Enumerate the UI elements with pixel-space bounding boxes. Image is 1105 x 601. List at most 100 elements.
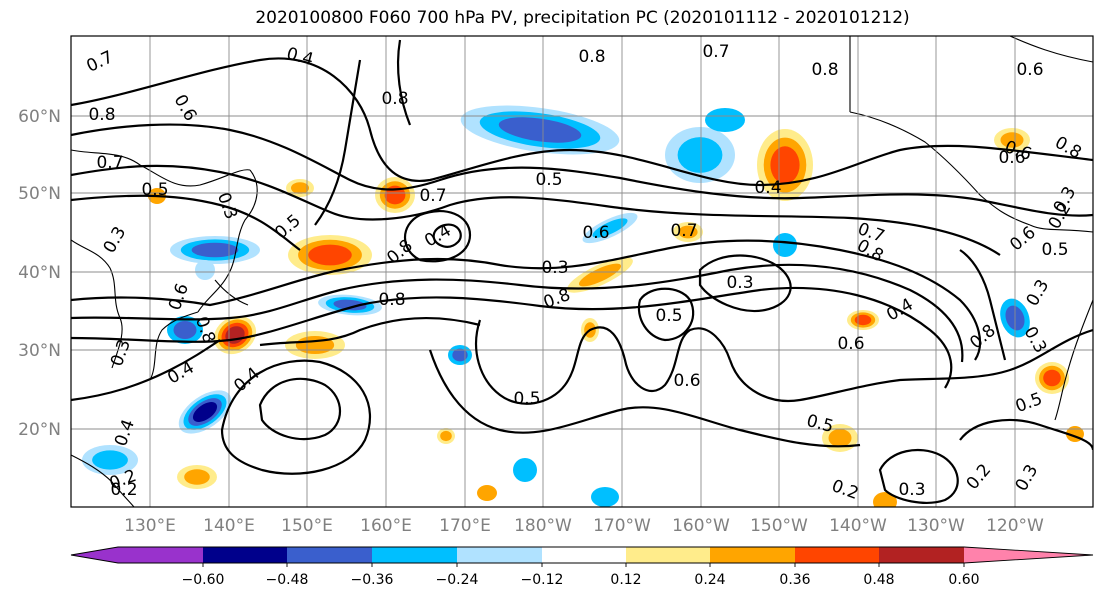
pv-contour-line — [258, 377, 341, 440]
lon-tick-label: 130°E — [124, 516, 176, 536]
pv-contour-line — [637, 287, 695, 342]
contour-value-label: 0.7 — [702, 42, 729, 62]
precip-blob — [192, 402, 218, 422]
colorbar-tick-label: −0.48 — [266, 572, 309, 588]
lon-tick-label: 130°W — [907, 516, 965, 536]
lon-tick-label: 140°W — [829, 516, 887, 536]
lon-tick-label: 150°E — [281, 516, 333, 536]
pv-contour-line — [71, 339, 221, 402]
coastline — [71, 239, 123, 369]
contour-value-label: 0.5 — [141, 180, 168, 200]
contour-value-label: 0.7 — [670, 221, 697, 241]
precip-blob — [184, 469, 210, 485]
lon-tick-label: 170°W — [593, 516, 651, 536]
precip-blob — [440, 430, 452, 442]
precip-blob — [578, 263, 622, 287]
pv-contour-line — [959, 249, 1007, 361]
colorbar-segment — [879, 547, 964, 563]
precip-blob — [1043, 369, 1061, 387]
pv-contour-line — [259, 316, 481, 347]
contour-value-label: 0.7 — [96, 153, 123, 173]
coastline — [149, 311, 199, 381]
precip-blob — [705, 108, 745, 132]
colorbar-segment — [542, 547, 626, 563]
precip-blob — [773, 233, 797, 257]
lon-tick-label: 170°E — [439, 516, 491, 536]
pv-contour-line — [71, 263, 964, 363]
lon-tick-label: 160°W — [672, 516, 730, 536]
precip-blob — [92, 450, 128, 470]
precip-blob — [195, 260, 215, 280]
contour-value-label: 0.8 — [811, 60, 838, 80]
colorbar-segment — [710, 547, 795, 563]
precip-blob — [452, 348, 468, 362]
pv-contour-line — [728, 328, 1093, 403]
map-panel: 0.7 0.4 0.80.70.8 0.6 0.80.60.7 0.80.80.60.80… — [70, 35, 1094, 508]
colorbar-extend-high — [964, 547, 1093, 563]
pv-contour-line — [71, 286, 953, 389]
precip-blob — [854, 314, 872, 326]
colorbar-segment — [457, 547, 542, 563]
pv-contour-line — [314, 59, 362, 226]
pv-contour-line — [428, 349, 861, 448]
precip-blob — [498, 117, 582, 143]
precip-blob — [678, 225, 698, 239]
coastline — [214, 279, 249, 306]
pv-contour-line — [396, 39, 412, 126]
pv-contour-line — [698, 254, 792, 313]
precip-blob — [173, 321, 197, 339]
coastline — [71, 454, 135, 507]
pv-contour-line — [220, 359, 371, 475]
precip-blob — [308, 244, 352, 266]
coastline — [849, 36, 1031, 226]
pv-contour-line — [71, 239, 982, 361]
contour-value-label: 0.8 — [578, 47, 605, 67]
pv-contour-line — [71, 164, 1001, 256]
contour-value-label: 0.5 — [1041, 240, 1068, 260]
contour-value-label: 0.3 — [898, 480, 925, 500]
map-title: 2020100800 F060 700 hPa PV, precipitatio… — [255, 8, 910, 28]
pv-contour-line — [404, 210, 472, 263]
contour-value-label: 0.8 — [378, 290, 405, 310]
colorbar-segment — [287, 547, 372, 563]
pv-contours — [71, 39, 1093, 504]
coastline — [197, 169, 258, 313]
contour-value-label: 0.6 — [1016, 60, 1043, 80]
colorbar-tick-label: 0.60 — [948, 572, 979, 588]
contour-value-label: 0.6 — [837, 334, 864, 354]
contour-value-label: 0.6 — [998, 148, 1025, 168]
lat-tick-label: 40°N — [18, 263, 61, 283]
colorbar-tick-label: 0.48 — [863, 572, 894, 588]
contour-value-label: 0.3 — [541, 258, 568, 278]
lat-tick-label: 30°N — [18, 341, 61, 361]
colorbar-tick-label: 0.24 — [694, 572, 725, 588]
precip-blob — [770, 146, 800, 184]
precip-blob — [333, 299, 367, 311]
pv-contour-line — [71, 123, 1093, 217]
contour-value-label: 0.6 — [582, 223, 609, 243]
contour-value-label: 0.4 — [754, 178, 781, 198]
contour-value-label: 0.5 — [535, 170, 562, 190]
pv-contour-line — [959, 418, 1093, 451]
colorbar-tick-label: −0.12 — [521, 572, 564, 588]
longitude-axis: 130°E 140°E 150°E 160°E 170°E 180°W 170°W 160°W… — [124, 516, 1044, 536]
colorbar-extend-low — [71, 547, 203, 563]
precip-blob — [477, 485, 497, 501]
contour-value-label: 0.2 — [110, 480, 137, 500]
colorbar — [70, 546, 1094, 564]
precip-blob — [677, 137, 723, 173]
map-frame — [70, 35, 1094, 508]
latitude-axis: 60°N 50°N 40°N 30°N 20°N — [18, 107, 61, 440]
contour-value-label: 0.5 — [513, 389, 540, 409]
contour-value-label: 0.6 — [673, 371, 700, 391]
precip-blob — [513, 458, 537, 482]
contour-value-label: 0.8 — [381, 89, 408, 109]
precip-blob — [191, 242, 239, 258]
pv-contour-line — [475, 319, 732, 405]
contour-value-label: 0.8 — [88, 105, 115, 125]
colorbar-segment — [372, 547, 457, 563]
contour-value-label: 0.3 — [726, 273, 753, 293]
pv-contour-line — [71, 194, 301, 251]
coastlines — [71, 36, 1093, 507]
precip-blob — [591, 487, 619, 507]
